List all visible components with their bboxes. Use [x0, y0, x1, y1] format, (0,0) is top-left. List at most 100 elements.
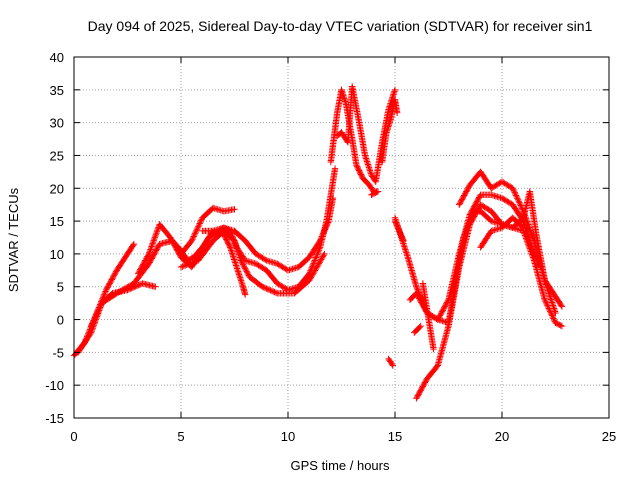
data-point — [430, 345, 437, 353]
point-marker — [314, 249, 321, 257]
point-marker — [510, 187, 518, 195]
point-marker — [263, 285, 270, 292]
point-marker — [125, 283, 132, 290]
point-marker — [319, 230, 327, 237]
point-marker — [308, 272, 315, 280]
point-marker — [239, 261, 247, 268]
point-marker — [240, 262, 247, 270]
series-trace-h — [327, 86, 382, 195]
point-marker — [521, 212, 529, 219]
data-point — [87, 329, 95, 336]
point-marker — [194, 224, 201, 232]
point-marker — [87, 330, 94, 338]
point-marker — [399, 234, 406, 242]
point-marker — [526, 225, 534, 233]
series-trace-r — [391, 217, 407, 244]
point-marker — [146, 249, 153, 256]
point-marker — [126, 282, 134, 289]
point-marker — [153, 228, 161, 235]
point-marker — [522, 233, 529, 241]
point-marker — [95, 307, 102, 314]
point-marker — [529, 252, 536, 260]
point-marker — [463, 227, 470, 234]
series-trace-q — [385, 355, 397, 369]
point-marker — [239, 260, 246, 267]
data-point — [152, 283, 159, 290]
point-marker — [529, 234, 537, 242]
point-marker — [525, 241, 532, 248]
point-marker — [394, 224, 402, 232]
series-trace-t — [419, 280, 437, 353]
point-marker — [151, 234, 158, 241]
point-marker — [318, 233, 326, 240]
series-trace-i — [334, 83, 399, 185]
point-marker — [262, 256, 269, 263]
point-marker — [88, 321, 95, 328]
series-trace-g — [177, 227, 328, 297]
point-marker — [524, 239, 531, 246]
point-marker — [323, 222, 331, 229]
point-marker — [310, 258, 318, 266]
data-point — [145, 250, 153, 258]
point-marker — [517, 202, 524, 209]
point-marker — [311, 267, 319, 274]
point-marker — [413, 284, 421, 292]
y-tick-label: 5 — [57, 280, 64, 295]
data-point — [391, 86, 399, 94]
point-marker — [523, 238, 531, 245]
point-marker — [310, 270, 317, 277]
point-marker — [136, 281, 143, 288]
point-marker — [518, 205, 526, 212]
point-marker — [520, 229, 528, 236]
point-marker — [320, 229, 327, 236]
point-marker — [271, 288, 278, 296]
point-marker — [393, 220, 400, 228]
y-tick-label: 30 — [50, 116, 64, 131]
point-marker — [529, 233, 536, 240]
point-marker — [148, 241, 156, 249]
point-marker — [315, 247, 323, 254]
point-marker — [154, 227, 161, 234]
data-point — [177, 263, 185, 271]
data-point — [321, 250, 328, 258]
y-tick-label: -15 — [45, 411, 64, 426]
point-marker — [523, 218, 531, 225]
point-marker — [195, 221, 203, 229]
x-tick-label: 0 — [70, 429, 77, 444]
point-marker — [525, 221, 532, 228]
y-tick-label: 40 — [50, 50, 64, 65]
point-marker — [244, 269, 251, 276]
point-marker — [526, 245, 534, 252]
point-marker — [93, 309, 101, 317]
point-marker — [93, 311, 100, 318]
point-marker — [244, 270, 252, 278]
point-marker — [557, 322, 564, 329]
series-trace-j — [378, 96, 401, 166]
point-marker — [179, 263, 186, 270]
point-marker — [118, 287, 126, 294]
point-marker — [321, 227, 328, 235]
point-marker — [528, 230, 535, 237]
point-marker — [514, 196, 522, 203]
point-marker — [510, 186, 517, 193]
point-marker — [316, 238, 323, 246]
point-marker — [241, 264, 248, 271]
point-marker — [519, 223, 526, 230]
point-marker — [397, 230, 404, 237]
point-marker — [121, 285, 128, 292]
point-marker — [122, 284, 130, 292]
point-marker — [226, 242, 233, 250]
point-marker — [265, 286, 273, 293]
point-marker — [101, 289, 109, 297]
data-point — [231, 206, 238, 213]
point-marker — [526, 224, 533, 231]
point-marker — [515, 197, 522, 205]
point-marker — [465, 222, 472, 230]
point-marker — [183, 261, 190, 269]
y-tick-label: 10 — [50, 247, 64, 262]
point-marker — [516, 200, 524, 208]
point-marker — [313, 251, 321, 258]
point-marker — [191, 230, 199, 237]
point-marker — [399, 236, 407, 243]
axis-ticks: 0 5 10 15 20 25 -15 -10 -5 0 5 10 15 20 25 30 35 40 — [45, 50, 616, 444]
